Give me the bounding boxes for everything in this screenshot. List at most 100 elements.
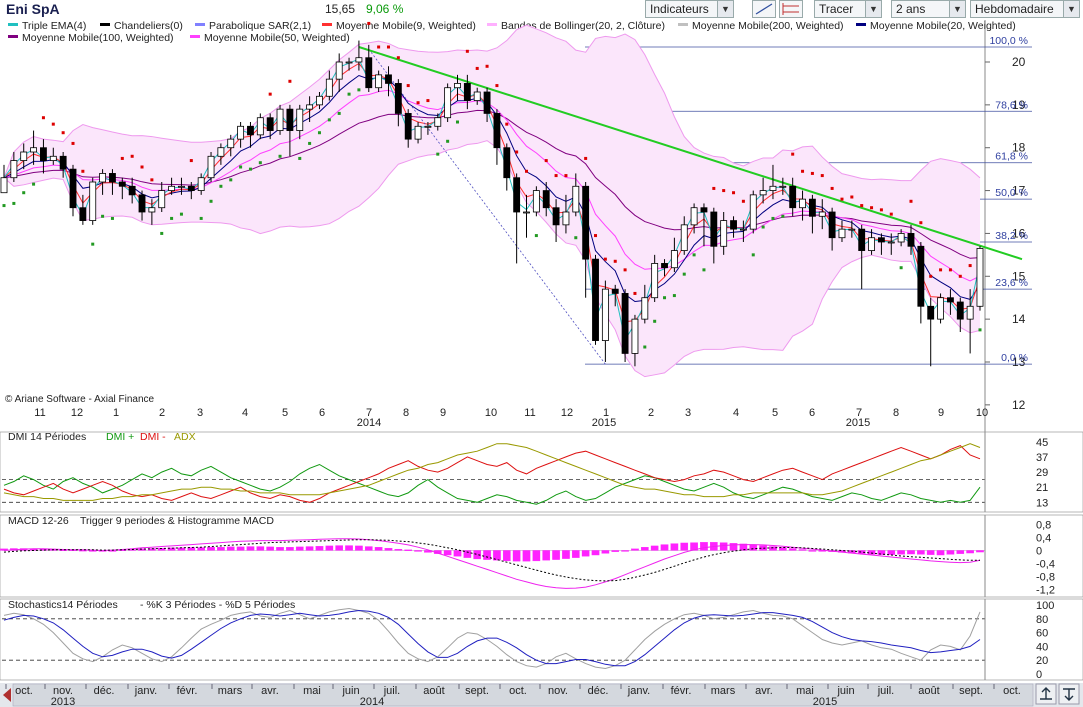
sar-dot — [298, 156, 302, 160]
sar-dot — [929, 274, 933, 278]
macd-histogram-bar — [719, 542, 728, 551]
macd-histogram-bar — [315, 546, 324, 551]
chevron-down-icon: ▼ — [717, 1, 733, 17]
sar-dot — [337, 111, 341, 115]
zoom-in-icon[interactable] — [1058, 683, 1080, 705]
candle — [99, 173, 107, 183]
legend-label: Moyenne Mobile(9, Weighted) — [336, 20, 476, 32]
fib-label: 0,0 % — [1001, 352, 1028, 364]
candle — [148, 207, 156, 213]
sar-dot — [347, 92, 351, 96]
macd-histogram-bar — [591, 550, 600, 556]
time-month-label: déc. — [94, 685, 115, 697]
candle — [355, 57, 363, 63]
sar-dot — [71, 141, 75, 145]
dmi-tick-label: 13 — [1036, 497, 1048, 509]
time-year-label: 2014 — [360, 696, 384, 707]
candle — [138, 194, 146, 213]
sar-dot — [791, 152, 795, 156]
macd-histogram-bar — [345, 545, 353, 551]
macd-panel — [0, 514, 1083, 598]
sar-dot — [308, 141, 312, 145]
sar-dot — [377, 45, 381, 49]
y-tick-label: 18 — [1012, 141, 1026, 155]
candle — [345, 61, 353, 64]
stoch-tick-label: 80 — [1036, 614, 1048, 626]
sar-dot — [317, 131, 321, 135]
sar-dot — [278, 154, 282, 158]
dmi-tick-label: 29 — [1036, 467, 1048, 479]
macd-histogram-bar — [443, 550, 452, 556]
draw-line-tool-icon[interactable] — [752, 0, 776, 18]
sar-dot — [446, 139, 450, 143]
macd-histogram-bar — [917, 550, 925, 555]
candle — [956, 301, 964, 320]
sar-dot — [219, 184, 223, 188]
sar-dot — [130, 154, 134, 158]
sar-dot — [416, 101, 420, 105]
indicators-dropdown[interactable]: Indicateurs ▼ — [645, 0, 734, 18]
legend-label: Parabolique SAR(2,1) — [209, 20, 311, 32]
sar-dot — [199, 216, 203, 220]
sar-dot — [41, 116, 45, 120]
macd-histogram-bar — [907, 550, 915, 555]
macd-histogram-bar — [502, 550, 511, 562]
month-label: 6 — [319, 407, 325, 419]
candle — [868, 237, 875, 251]
sar-dot — [32, 182, 36, 186]
sar-dot — [465, 49, 469, 53]
sar-dot — [406, 84, 410, 88]
sar-dot — [939, 268, 943, 272]
candle — [385, 74, 392, 84]
sar-dot — [12, 201, 16, 205]
sar-dot — [51, 122, 55, 126]
zoom-out-icon[interactable] — [1035, 683, 1057, 705]
chart-area[interactable]: Triple EMA(4) Chandeliers(0) Parabolique S… — [0, 20, 1083, 707]
macd-tick-label: -0,4 — [1036, 559, 1055, 571]
candle — [424, 125, 432, 128]
macd-histogram-bar — [749, 544, 758, 551]
candle — [730, 220, 737, 230]
macd-histogram-bar — [305, 546, 314, 551]
legend-swatch — [322, 23, 332, 26]
period-dropdown[interactable]: 2 ans ▼ — [891, 0, 966, 18]
candle — [40, 147, 47, 161]
legend-swatch — [195, 23, 205, 26]
time-month-label: sept. — [959, 685, 983, 697]
draw-horizontal-tool-icon[interactable] — [779, 0, 803, 18]
sar-dot — [179, 212, 183, 216]
macd-tick-label: -0,8 — [1036, 572, 1055, 584]
candle — [503, 147, 511, 179]
sar-dot — [584, 156, 588, 160]
dmi-title: DMI 14 Périodes — [8, 431, 86, 443]
macd-histogram-bar — [453, 550, 462, 557]
interval-dropdown[interactable]: Hebdomadaire ▼ — [970, 0, 1080, 18]
candle — [237, 125, 245, 140]
month-label: 11 — [34, 407, 45, 419]
candle — [937, 297, 944, 320]
sar-dot — [455, 120, 459, 124]
macd-histogram-bar — [571, 550, 580, 558]
macd-histogram-bar — [976, 550, 984, 553]
sar-dot — [150, 178, 154, 182]
candle — [927, 305, 935, 320]
sar-dot — [663, 296, 667, 300]
macd-histogram-bar — [621, 550, 629, 552]
fib-label: 78,6 % — [995, 99, 1028, 111]
sar-dot — [91, 242, 95, 246]
macd-histogram-bar — [660, 544, 669, 551]
tracer-dropdown[interactable]: Tracer ▼ — [814, 0, 882, 18]
macd-histogram-bar — [256, 546, 265, 551]
legend-label: Moyenne Mobile(50, Weighted) — [204, 32, 350, 44]
month-label: 7 — [366, 407, 372, 419]
sar-dot — [475, 66, 479, 70]
stoch-legend-label: - %K 3 Périodes - %D 5 Périodes — [140, 599, 295, 611]
macd-histogram-bar — [581, 550, 590, 557]
sar-dot — [919, 221, 923, 225]
stoch-tick-label: 20 — [1036, 655, 1048, 667]
macd-histogram-bar — [266, 546, 274, 551]
month-label: 8 — [893, 407, 899, 419]
y-tick-label: 19 — [1012, 98, 1026, 112]
candle — [59, 155, 67, 170]
sar-dot — [288, 79, 292, 83]
